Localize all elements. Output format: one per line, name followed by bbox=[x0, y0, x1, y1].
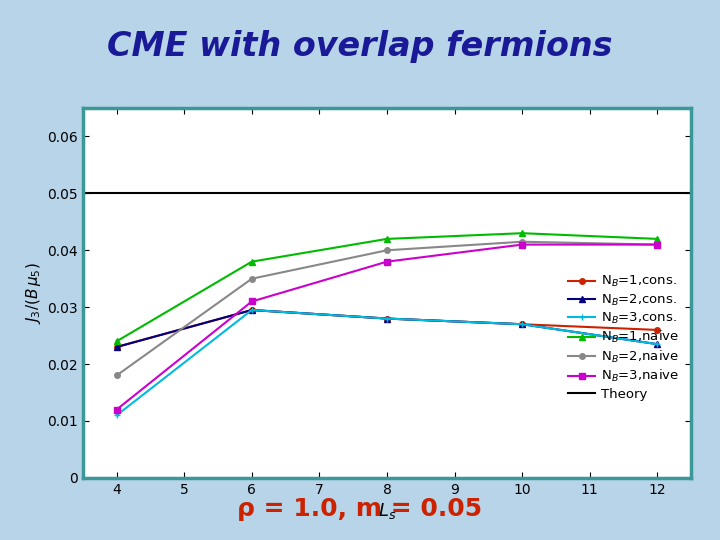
N$_B$=2,cons. bbox=[518, 321, 526, 327]
N$_B$=2,naive bbox=[653, 241, 662, 248]
N$_B$=1,naive bbox=[653, 235, 662, 242]
N$_B$=1,naive bbox=[248, 259, 256, 265]
N$_B$=3,naive bbox=[112, 407, 121, 413]
N$_B$=2,cons. bbox=[112, 344, 121, 350]
N$_B$=3,naive bbox=[248, 298, 256, 305]
Line: N$_B$=1,cons.: N$_B$=1,cons. bbox=[114, 307, 660, 350]
Text: CME with overlap fermions: CME with overlap fermions bbox=[107, 30, 613, 63]
X-axis label: $L_s$: $L_s$ bbox=[378, 501, 396, 521]
N$_B$=3,cons. bbox=[383, 315, 392, 322]
N$_B$=3,cons. bbox=[518, 321, 526, 327]
Legend: N$_B$=1,cons., N$_B$=2,cons., N$_B$=3,cons., N$_B$=1,naive, N$_B$=2,naive, N$_B$: N$_B$=1,cons., N$_B$=2,cons., N$_B$=3,co… bbox=[563, 269, 685, 406]
N$_B$=2,naive bbox=[383, 247, 392, 253]
N$_B$=1,cons. bbox=[518, 321, 526, 327]
N$_B$=3,naive bbox=[518, 241, 526, 248]
N$_B$=1,cons. bbox=[383, 315, 392, 322]
N$_B$=3,cons. bbox=[112, 412, 121, 418]
Y-axis label: $J_3/(B\,\mu_5)$: $J_3/(B\,\mu_5)$ bbox=[24, 262, 43, 324]
N$_B$=1,cons. bbox=[112, 344, 121, 350]
N$_B$=3,naive bbox=[383, 259, 392, 265]
N$_B$=1,naive bbox=[383, 235, 392, 242]
N$_B$=1,cons. bbox=[248, 307, 256, 313]
N$_B$=2,cons. bbox=[383, 315, 392, 322]
N$_B$=2,naive bbox=[248, 275, 256, 282]
Line: N$_B$=2,naive: N$_B$=2,naive bbox=[114, 239, 660, 378]
Line: N$_B$=1,naive: N$_B$=1,naive bbox=[114, 231, 660, 344]
N$_B$=3,cons. bbox=[653, 341, 662, 347]
N$_B$=1,cons. bbox=[653, 327, 662, 333]
Line: N$_B$=2,cons.: N$_B$=2,cons. bbox=[114, 307, 660, 350]
N$_B$=1,naive bbox=[112, 338, 121, 345]
N$_B$=3,cons. bbox=[248, 307, 256, 313]
N$_B$=1,naive bbox=[518, 230, 526, 237]
N$_B$=2,cons. bbox=[653, 341, 662, 347]
N$_B$=2,naive bbox=[518, 239, 526, 245]
Text: ρ = 1.0, m = 0.05: ρ = 1.0, m = 0.05 bbox=[238, 497, 482, 521]
N$_B$=2,cons. bbox=[248, 307, 256, 313]
Line: N$_B$=3,cons.: N$_B$=3,cons. bbox=[113, 307, 661, 419]
N$_B$=3,naive bbox=[653, 241, 662, 248]
Line: N$_B$=3,naive: N$_B$=3,naive bbox=[114, 242, 660, 413]
N$_B$=2,naive bbox=[112, 372, 121, 379]
